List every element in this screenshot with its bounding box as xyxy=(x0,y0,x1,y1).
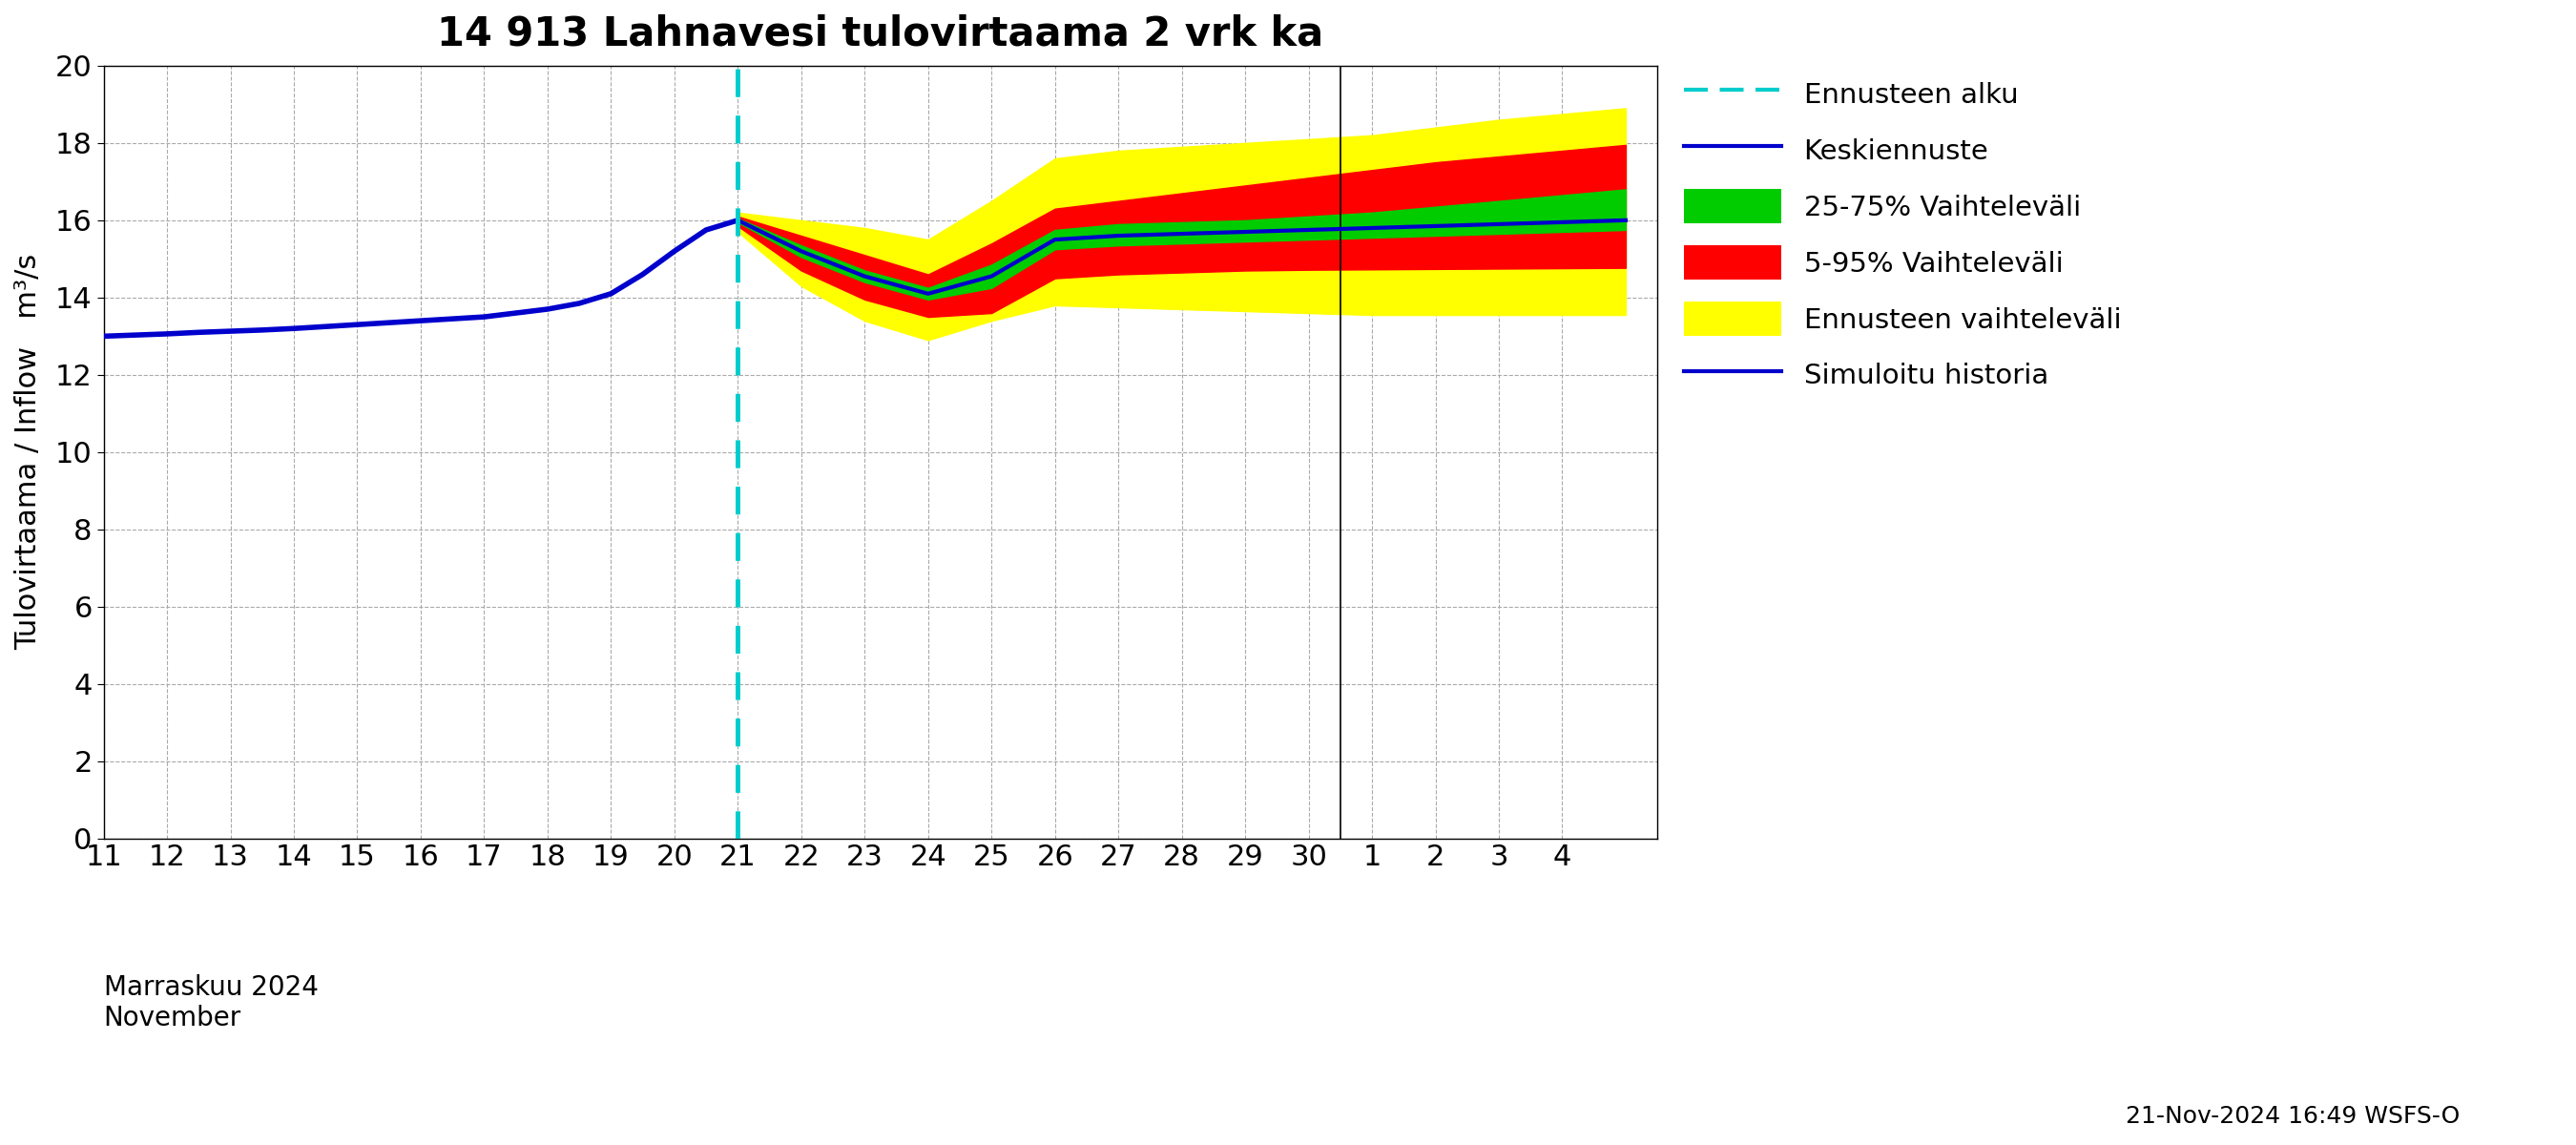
Title: 14 913 Lahnavesi tulovirtaama 2 vrk ka: 14 913 Lahnavesi tulovirtaama 2 vrk ka xyxy=(438,14,1324,54)
Text: 21-Nov-2024 16:49 WSFS-O: 21-Nov-2024 16:49 WSFS-O xyxy=(2125,1105,2460,1128)
Y-axis label: Tulovirtaama / Inflow   m³/s: Tulovirtaama / Inflow m³/s xyxy=(15,254,41,650)
Text: Marraskuu 2024
November: Marraskuu 2024 November xyxy=(103,974,317,1032)
Legend: Ennusteen alku, Keskiennuste, 25-75% Vaihteleväli, 5-95% Vaihteleväli, Ennusteen: Ennusteen alku, Keskiennuste, 25-75% Vai… xyxy=(1672,65,2133,403)
